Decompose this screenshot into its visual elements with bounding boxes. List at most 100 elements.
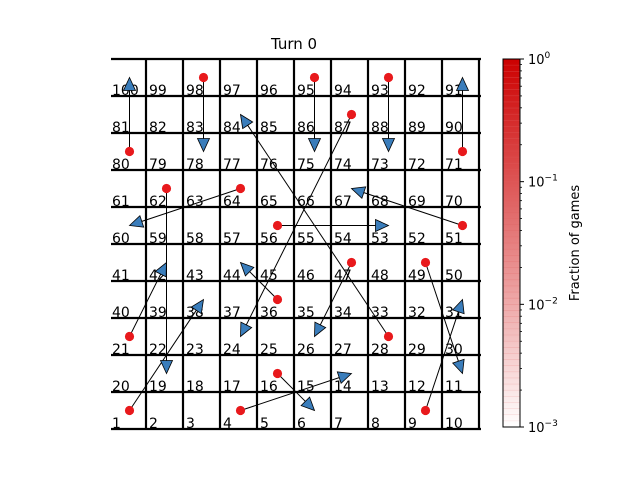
jump-start-marker xyxy=(346,109,357,120)
square-number: 27 xyxy=(334,342,352,358)
colorbar-tick-label: 10−2 xyxy=(528,296,558,313)
square-number: 74 xyxy=(334,157,352,173)
jump-4-to-14 xyxy=(235,371,353,416)
jump-line xyxy=(425,311,459,411)
square-number: 78 xyxy=(186,157,204,173)
jump-80-to-100 xyxy=(122,76,137,157)
square-number: 72 xyxy=(408,157,426,173)
square-number: 6 xyxy=(297,416,306,432)
colorbar-gradient xyxy=(503,59,520,427)
jump-49-to-11 xyxy=(420,257,465,375)
jump-62-to-19 xyxy=(159,183,174,375)
jump-87-to-24 xyxy=(240,109,357,338)
square-number: 18 xyxy=(186,379,204,395)
jump-start-marker xyxy=(272,220,283,231)
colorbar-frame xyxy=(502,58,521,428)
square-number: 3 xyxy=(186,416,195,432)
jump-36-to-44 xyxy=(239,261,283,305)
square-number: 65 xyxy=(260,194,278,210)
jump-71-to-91 xyxy=(455,76,470,157)
square-number: 8 xyxy=(371,416,380,432)
square-number: 54 xyxy=(334,231,352,247)
square-number: 28 xyxy=(371,342,389,358)
square-number: 2 xyxy=(149,416,158,432)
square-number: 22 xyxy=(149,342,167,358)
square-number: 62 xyxy=(149,194,167,210)
square-number: 19 xyxy=(149,379,167,395)
square-number: 49 xyxy=(408,268,426,284)
square-number: 1 xyxy=(112,416,121,432)
jump-start-marker xyxy=(457,146,468,157)
square-number: 55 xyxy=(297,231,315,247)
jump-28-to-84 xyxy=(239,113,394,342)
jump-layer xyxy=(122,72,470,416)
square-number: 5 xyxy=(260,416,269,432)
jump-start-marker xyxy=(272,294,283,305)
jump-arrowhead xyxy=(128,214,145,228)
jump-arrowhead xyxy=(307,138,322,153)
square-number: 50 xyxy=(445,268,463,284)
square-number: 48 xyxy=(371,268,389,284)
colorbar-tick-label: 10−1 xyxy=(528,174,558,191)
square-number: 20 xyxy=(112,379,130,395)
colorbar-label: Fraction of games xyxy=(568,185,583,302)
square-number: 30 xyxy=(445,342,463,358)
square-number: 84 xyxy=(223,120,241,136)
jump-start-marker xyxy=(420,257,431,268)
colorbar-ticks: 100 10−1 10−2 10−3 xyxy=(520,51,558,436)
square-number: 66 xyxy=(297,194,315,210)
square-number: 94 xyxy=(334,83,352,99)
square-number: 58 xyxy=(186,231,204,247)
square-number: 33 xyxy=(371,305,389,321)
square-number: 64 xyxy=(223,194,241,210)
jump-start-marker xyxy=(457,220,468,231)
jump-start-marker xyxy=(420,405,431,416)
square-number: 21 xyxy=(112,342,130,358)
jump-start-marker xyxy=(198,72,209,83)
jump-line xyxy=(240,377,340,411)
jump-arrowhead xyxy=(451,298,465,315)
jump-start-marker xyxy=(124,146,135,157)
jump-arrowhead xyxy=(239,113,254,130)
square-number: 79 xyxy=(149,157,167,173)
colorbar-tick-label: 100 xyxy=(528,51,551,68)
square-number: 39 xyxy=(149,305,167,321)
jump-arrowhead xyxy=(451,358,465,375)
square-number: 83 xyxy=(186,120,204,136)
square-number: 67 xyxy=(334,194,352,210)
jump-line xyxy=(277,373,306,402)
square-number: 47 xyxy=(334,268,352,284)
square-number: 13 xyxy=(371,379,389,395)
jump-line xyxy=(249,271,278,300)
square-number: 46 xyxy=(297,268,315,284)
square-number: 40 xyxy=(112,305,130,321)
jump-start-marker xyxy=(383,72,394,83)
jump-arrowhead xyxy=(300,396,316,412)
jump-line xyxy=(363,192,463,226)
square-number: 95 xyxy=(297,83,315,99)
jump-arrowhead xyxy=(350,186,367,200)
jump-98-to-78 xyxy=(196,72,211,153)
square-number: 90 xyxy=(445,120,463,136)
jump-47-to-26 xyxy=(314,257,357,338)
square-number: 96 xyxy=(260,83,278,99)
square-number: 35 xyxy=(297,305,315,321)
colorbar: 100 10−1 10−2 10−3 Fraction of games xyxy=(502,51,583,436)
square-number: 9 xyxy=(408,416,417,432)
square-number: 23 xyxy=(186,342,204,358)
jump-line xyxy=(425,262,459,362)
square-number: 7 xyxy=(334,416,343,432)
square-number: 80 xyxy=(112,157,130,173)
jump-start-marker xyxy=(272,368,283,379)
jump-arrowhead xyxy=(336,371,353,385)
square-number: 25 xyxy=(260,342,278,358)
square-number: 100 xyxy=(112,83,139,99)
square-number: 4 xyxy=(223,416,232,432)
jump-start-marker xyxy=(346,257,357,268)
square-number: 60 xyxy=(112,231,130,247)
jump-start-marker xyxy=(161,183,172,194)
square-number: 76 xyxy=(260,157,278,173)
square-number: 93 xyxy=(371,83,389,99)
